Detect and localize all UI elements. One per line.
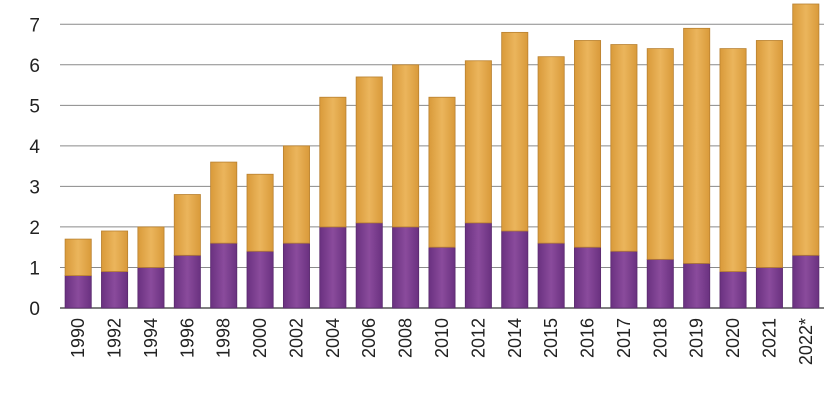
x-tick-label: 2019 bbox=[687, 318, 707, 358]
bar-segment-top bbox=[282, 145, 310, 244]
x-tick-label: 2008 bbox=[396, 318, 416, 358]
x-tick-label: 1990 bbox=[68, 318, 88, 358]
x-tick-label: 1992 bbox=[105, 318, 125, 358]
bar-segment-bottom bbox=[574, 246, 602, 309]
bar-segment-top bbox=[610, 44, 638, 252]
bar-segment-bottom bbox=[355, 222, 383, 309]
bar-segment-bottom bbox=[537, 242, 565, 309]
bar-segment-bottom bbox=[755, 267, 783, 309]
bar-segment-bottom bbox=[101, 271, 129, 309]
bars bbox=[64, 3, 820, 309]
bar-segment-top bbox=[101, 230, 129, 272]
bar-segment-top bbox=[355, 76, 383, 224]
bar-segment-bottom bbox=[719, 271, 747, 309]
bar-segment-bottom bbox=[501, 230, 529, 309]
bar-segment-bottom bbox=[319, 226, 347, 309]
bar-segment-bottom bbox=[64, 275, 92, 309]
x-tick-label: 2016 bbox=[578, 318, 598, 358]
bar-segment-bottom bbox=[210, 242, 238, 309]
bar-segment-top bbox=[428, 96, 456, 248]
y-tick-label: 4 bbox=[29, 137, 40, 158]
x-tick-label: 2012 bbox=[468, 318, 488, 358]
bar-segment-bottom bbox=[683, 263, 711, 309]
bar-segment-top bbox=[719, 48, 747, 272]
x-tick-label: 2002 bbox=[286, 318, 306, 358]
bar-segment-bottom bbox=[173, 254, 201, 309]
x-axis-tick-labels: 1990 1992 1994 1996 1998 2000 2002 2004 2006 2008… bbox=[68, 318, 816, 365]
x-tick-label: 2000 bbox=[250, 318, 270, 358]
y-axis-tick-labels: 0 1 2 3 4 5 6 7 bbox=[29, 15, 40, 320]
x-tick-label: 2017 bbox=[614, 318, 634, 358]
bar-segment-bottom bbox=[282, 242, 310, 309]
x-tick-label: 2018 bbox=[650, 318, 670, 358]
bar-segment-top bbox=[137, 226, 165, 268]
x-tick-label: 2010 bbox=[432, 318, 452, 358]
bar-segment-bottom bbox=[392, 226, 420, 309]
bar-segment-top bbox=[64, 238, 92, 276]
bar-segment-top bbox=[683, 27, 711, 264]
x-tick-label: 2022* bbox=[796, 318, 816, 365]
x-tick-label: 2004 bbox=[323, 318, 343, 358]
bar-segment-bottom bbox=[246, 250, 274, 309]
bar-segment-bottom bbox=[428, 246, 456, 309]
bar-segment-top bbox=[792, 3, 820, 256]
bar-segment-top bbox=[319, 96, 347, 228]
bar-segment-bottom bbox=[464, 222, 492, 309]
bar-segment-top bbox=[537, 56, 565, 244]
y-tick-label: 3 bbox=[29, 177, 40, 198]
bar-segment-bottom bbox=[646, 258, 674, 309]
y-tick-label: 5 bbox=[29, 96, 40, 117]
x-tick-label: 2006 bbox=[359, 318, 379, 358]
bar-segment-bottom bbox=[137, 267, 165, 309]
bar-segment-bottom bbox=[792, 254, 820, 309]
y-tick-label: 7 bbox=[29, 15, 40, 36]
bar-segment-top bbox=[173, 194, 201, 256]
x-tick-label: 2014 bbox=[505, 318, 525, 358]
x-tick-label: 2020 bbox=[723, 318, 743, 358]
bar-segment-top bbox=[574, 40, 602, 248]
x-tick-label: 1996 bbox=[177, 318, 197, 358]
bar-segment-top bbox=[464, 60, 492, 224]
y-tick-label: 6 bbox=[29, 56, 40, 77]
x-tick-label: 2021 bbox=[759, 318, 779, 358]
y-tick-label: 1 bbox=[29, 258, 40, 279]
y-tick-label: 0 bbox=[29, 299, 40, 320]
x-tick-label: 1998 bbox=[214, 318, 234, 358]
x-tick-label: 1994 bbox=[141, 318, 161, 358]
bar-segment-top bbox=[501, 31, 529, 232]
bar-segment-bottom bbox=[610, 250, 638, 309]
bar-segment-top bbox=[755, 40, 783, 268]
bar-segment-top bbox=[646, 48, 674, 260]
x-tick-label: 2015 bbox=[541, 318, 561, 358]
bar-segment-top bbox=[210, 161, 238, 244]
y-tick-label: 2 bbox=[29, 218, 40, 239]
bar-segment-top bbox=[392, 64, 420, 228]
bar-segment-top bbox=[246, 173, 274, 252]
